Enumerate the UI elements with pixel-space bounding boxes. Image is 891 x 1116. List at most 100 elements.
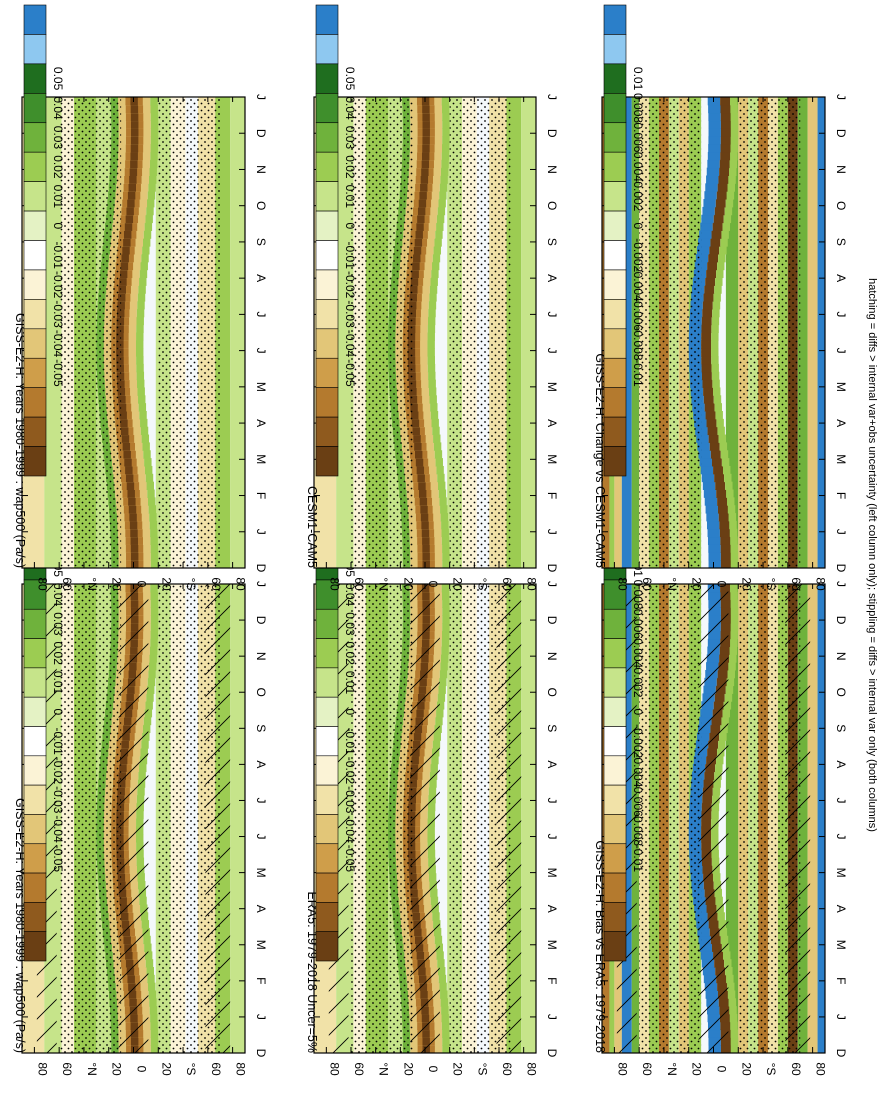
subsidence-s <box>150 630 159 640</box>
lat-tick-label: 80 <box>35 1062 49 1076</box>
month-tick-label: F <box>834 977 848 984</box>
subsidence-s <box>139 277 147 286</box>
diff-green <box>726 974 734 984</box>
diff-blue <box>695 254 709 263</box>
subsidence-s <box>145 214 153 224</box>
colorbar-label: -0.04 <box>51 815 65 843</box>
colorbar-swatch <box>315 902 339 932</box>
colorbar-swatch <box>23 416 47 447</box>
subsidence-s <box>429 293 437 302</box>
colorbar-swatch <box>603 446 627 477</box>
hatch-overlay <box>698 584 729 1053</box>
diff-blue <box>701 473 715 483</box>
lat-tick-label: 20 <box>451 1062 465 1076</box>
lat-tick-label: °S <box>764 1063 778 1076</box>
diff-green <box>723 214 732 224</box>
month-tick-label: J <box>545 311 559 317</box>
diff-green <box>712 379 720 388</box>
diff-brown <box>702 301 713 310</box>
diff-brown <box>720 136 731 145</box>
subsidence-s <box>442 552 450 561</box>
diff-blue <box>703 489 717 498</box>
diff-green <box>714 403 722 412</box>
lat-band <box>230 97 245 568</box>
lat-tick-label: 20 <box>401 1062 415 1076</box>
subsidence-s <box>438 489 447 498</box>
colorbar-label: -0.008 <box>631 327 645 361</box>
diff-brown <box>719 167 730 176</box>
itcz-core <box>131 560 139 568</box>
month-tick-label: J <box>545 94 559 100</box>
subsidence-s <box>146 206 154 216</box>
diff-brown <box>719 520 730 530</box>
diff-blue <box>708 544 721 553</box>
diff-brown <box>715 199 726 208</box>
subsidence-s <box>143 450 151 459</box>
diff-brown <box>718 513 729 522</box>
diff-green <box>730 638 738 648</box>
subsidence-s <box>149 513 157 522</box>
month-tick-label: M <box>834 454 848 464</box>
diff-green <box>730 104 738 114</box>
colorbar-label: -0.02 <box>343 271 357 299</box>
subsidence-s <box>439 497 447 506</box>
colorbar-swatch <box>315 240 339 271</box>
colorbar-label: 0.002 <box>631 668 645 698</box>
diff-brown <box>714 473 725 483</box>
month-tick-label: J <box>545 348 559 354</box>
colorbar-swatch <box>23 210 47 241</box>
colorbar: 0.010.0080.0060.0040.0020-0.002-0.004-0.… <box>603 4 645 477</box>
hatch-overlay <box>118 584 149 1053</box>
itcz-core <box>117 293 126 302</box>
subsidence-s <box>150 638 158 648</box>
month-tick-label: J <box>545 1014 559 1020</box>
colorbar-swatch <box>315 210 339 241</box>
month-tick-label: A <box>834 274 848 282</box>
colorbar-swatch <box>603 210 627 241</box>
stipple-overlay <box>449 97 512 568</box>
lat-tick-label: 80 <box>615 577 629 591</box>
subsidence-s <box>442 544 450 553</box>
stipple-overlay <box>351 584 413 1053</box>
diff-green <box>718 434 726 443</box>
colorbar-swatch <box>23 667 47 698</box>
itcz-core <box>117 387 126 396</box>
lat-tick-label: 80 <box>525 1062 539 1076</box>
panel-title: GISS-E2-H: Years 1980-1999 : wap500 (Pa/… <box>13 313 27 568</box>
subsidence-s <box>441 1006 449 1015</box>
diff-brown <box>710 450 721 459</box>
diff-green <box>730 544 739 553</box>
diff-green <box>725 967 733 976</box>
subsidence-s <box>436 214 445 224</box>
diff-green <box>718 254 726 263</box>
diff-blue <box>707 536 721 545</box>
colorbar-swatch <box>315 814 339 845</box>
subsidence-s <box>441 151 450 161</box>
itcz-core <box>413 246 422 255</box>
month-tick-label: D <box>254 129 268 138</box>
lat-tick-label: 60 <box>60 577 74 591</box>
panel-p5: D J F M A M J J A S O N D J 80 60 °N 20 0 20 °S 60 80 GISS-E2-H… <box>593 491 848 1076</box>
itcz-core <box>422 552 430 561</box>
diff-brown <box>720 552 731 561</box>
month-tick-label: D <box>545 564 559 573</box>
subsidence-s <box>427 324 436 333</box>
colorbar-label: -0.05 <box>51 359 65 387</box>
subsidence-s <box>430 411 439 420</box>
subsidence-s <box>441 630 450 640</box>
itcz-core <box>118 403 127 412</box>
subsidence-s <box>149 167 157 176</box>
lat-band <box>44 97 62 568</box>
diff-blue <box>707 159 720 169</box>
diff-brown <box>711 230 722 239</box>
diff-green <box>730 151 738 161</box>
itcz-core <box>130 151 138 161</box>
itcz-core <box>130 552 139 561</box>
lat-tick-label: 0 <box>426 1066 440 1073</box>
diff-green <box>716 269 724 279</box>
subsidence-s <box>141 254 149 263</box>
colorbar-label: 0 <box>51 709 65 716</box>
itcz-core <box>415 458 424 467</box>
diff-blue <box>708 144 721 153</box>
colorbar-label: 0.002 <box>631 181 645 211</box>
